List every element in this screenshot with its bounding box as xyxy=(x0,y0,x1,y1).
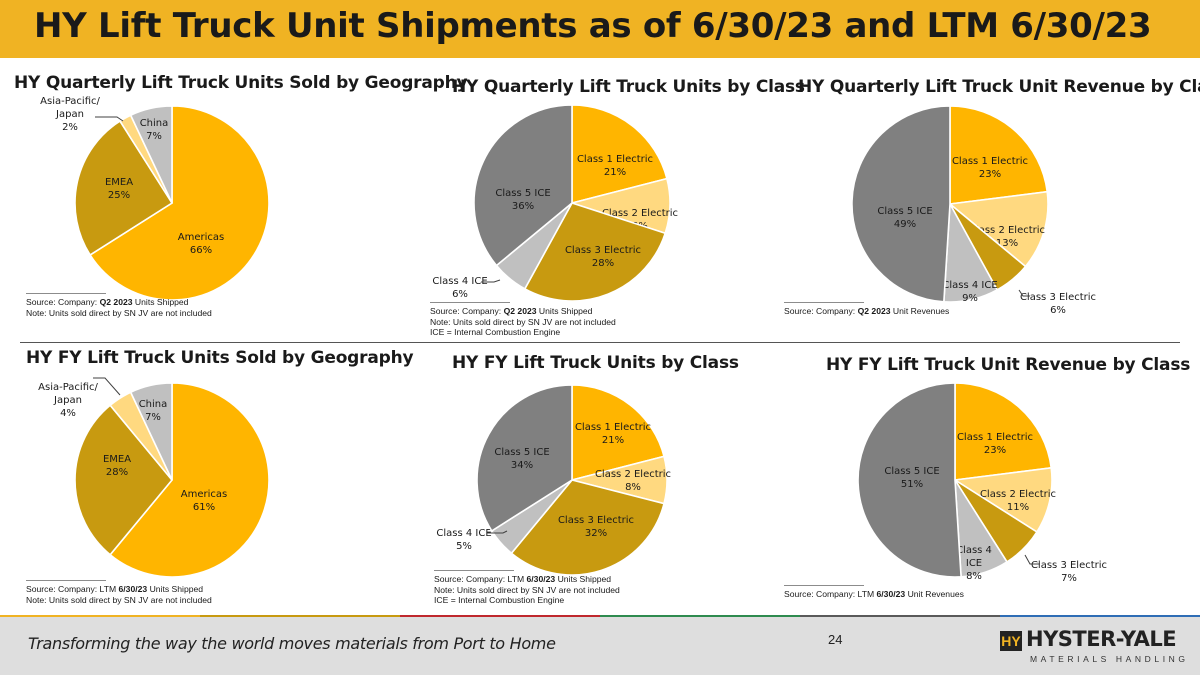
pie-slice-label: Class 1 Electric 23% xyxy=(957,432,1033,456)
pie-leader-line xyxy=(481,279,501,283)
source-note-line: Source: Company: Q2 2023 Units Shipped xyxy=(26,297,189,307)
note-rule xyxy=(430,302,510,303)
pie-slice xyxy=(476,384,573,533)
pie-leader-line xyxy=(95,116,124,122)
note-rule xyxy=(434,570,514,571)
pie-slice-label: Class 3 Electric 32% xyxy=(558,515,634,539)
note-rule xyxy=(26,293,106,294)
source-note-line: Note: Units sold direct by SN JV are not… xyxy=(434,584,620,595)
footer-tagline: Transforming the way the world moves mat… xyxy=(28,634,556,653)
pie-slice-label: EMEA 28% xyxy=(103,454,131,478)
pie-slice xyxy=(510,479,665,576)
pie-slice-label: Class 4 ICE 6% xyxy=(432,276,487,300)
pie-slice xyxy=(952,466,1053,534)
panel-title-q-class: HY Quarterly Lift Truck Units by Class xyxy=(452,77,805,97)
pie-slice-label: Class 1 Electric 21% xyxy=(577,154,653,178)
pie-slice xyxy=(571,384,665,482)
source-note-q-revenue: Source: Company: Q2 2023 Unit Revenues xyxy=(784,302,949,317)
note-rule xyxy=(26,580,106,581)
pie-slice-label: Class 2 Electric 11% xyxy=(980,489,1056,513)
pie-slice-label: Class 1 Electric 23% xyxy=(952,156,1028,180)
source-note-line: Source: Company: Q2 2023 Units Shipped xyxy=(430,306,593,316)
pie-slice-label: Class 3 Electric 6% xyxy=(1020,292,1096,316)
pie-slice xyxy=(88,105,270,301)
source-note-line: Source: Company: LTM 6/30/23 Unit Revenu… xyxy=(784,589,964,599)
source-note-line: Note: Units sold direct by SN JV are not… xyxy=(26,594,212,605)
source-note-fy-class: Source: Company: LTM 6/30/23 Units Shipp… xyxy=(434,570,620,606)
pie-slice xyxy=(857,382,962,578)
pie-slice-label: Class 5 ICE 36% xyxy=(495,188,550,212)
pie-slice-label: Asia-Pacific/Japan 4% xyxy=(38,382,98,419)
pie-slice-label: China 7% xyxy=(140,118,169,142)
pie-slice-label: Class 3 Electric 28% xyxy=(565,245,641,269)
pie-slice xyxy=(851,105,951,303)
pie-slice xyxy=(129,105,173,204)
company-logo-subtitle: MATERIALS HANDLING xyxy=(1030,654,1189,664)
pie-slice xyxy=(571,104,668,205)
pie-leader-line xyxy=(487,530,508,534)
page-number: 24 xyxy=(828,632,843,647)
note-rule xyxy=(784,585,864,586)
pie-slice xyxy=(949,105,1049,205)
company-logo-name: HYSTER-YALE xyxy=(1026,627,1177,651)
source-note-line: ICE = Internal Combustion Engine xyxy=(434,595,565,605)
pie-slice xyxy=(523,202,667,302)
pie-slice-label: Class 4 ICE 5% xyxy=(436,528,491,552)
pie-slice xyxy=(74,404,174,556)
pie-leader-line xyxy=(1024,554,1040,565)
title-bar: HY Lift Truck Unit Shipments as of 6/30/… xyxy=(0,0,1200,58)
section-divider xyxy=(20,342,1180,343)
source-note-fy-geo: Source: Company: LTM 6/30/23 Units Shipp… xyxy=(26,580,212,605)
pie-slice-label: Asia-Pacific/Japan 2% xyxy=(40,96,100,133)
source-note-line: Source: Company: LTM 6/30/23 Units Shipp… xyxy=(26,584,204,594)
pie-slice-label: Class 5 ICE 51% xyxy=(884,466,939,490)
panel-title-fy-revenue: HY FY Lift Truck Unit Revenue by Class xyxy=(826,355,1191,375)
pie-slice-label: EMEA 25% xyxy=(105,177,133,201)
pie-slice-label: China 7% xyxy=(139,399,168,423)
panel-title-fy-geo: HY FY Lift Truck Units Sold by Geography xyxy=(26,348,414,368)
source-note-q-geo: Source: Company: Q2 2023 Units Shipped No… xyxy=(26,293,212,318)
panel-title-fy-class: HY FY Lift Truck Units by Class xyxy=(452,353,739,373)
pie-slice xyxy=(129,382,173,481)
page-title: HY Lift Truck Unit Shipments as of 6/30/… xyxy=(34,6,1152,46)
pie-slice xyxy=(473,104,573,267)
pie-slice xyxy=(954,382,1053,481)
pie-slice xyxy=(948,190,1049,268)
pie-slice-label: Class 3 Electric 7% xyxy=(1031,560,1107,584)
source-note-q-class: Source: Company: Q2 2023 Units Shipped No… xyxy=(430,302,616,338)
source-note-line: Note: Units sold direct by SN JV are not… xyxy=(430,316,616,327)
company-logo-icon: HY xyxy=(1000,631,1022,651)
pie-leader-line xyxy=(93,377,121,396)
pie-slice-label: Americas 66% xyxy=(178,232,224,256)
pie-slice xyxy=(109,382,270,578)
pie-charts-canvas: Americas 66% EMEA 25% Asia-Pacific/Japan 2% Ch… xyxy=(38,96,1107,584)
pie-slice-label: Class 4 ICE 8% xyxy=(956,545,992,582)
source-note-line: ICE = Internal Combustion Engine xyxy=(430,327,561,337)
pie-slice-label: Americas 61% xyxy=(181,489,227,513)
source-note-line: Source: Company: Q2 2023 Unit Revenues xyxy=(784,306,950,316)
source-note-line: Source: Company: LTM 6/30/23 Units Shipp… xyxy=(434,574,612,584)
source-note-fy-revenue: Source: Company: LTM 6/30/23 Unit Revenu… xyxy=(784,585,964,600)
pie-slice-label: Class 2 Electric 13% xyxy=(969,225,1045,249)
panel-title-q-geo: HY Quarterly Lift Truck Units Sold by Ge… xyxy=(14,73,468,93)
pie-slice xyxy=(74,119,174,257)
panel-title-q-revenue: HY Quarterly Lift Truck Unit Revenue by … xyxy=(798,77,1200,97)
pie-slice-label: Class 2 Electric 8% xyxy=(595,469,671,493)
pie-slice-label: Class 5 ICE 49% xyxy=(877,206,932,230)
pie-leader-line xyxy=(1018,289,1030,297)
note-rule xyxy=(784,302,864,303)
source-note-line: Note: Units sold direct by SN JV are not… xyxy=(26,307,212,318)
pie-slice-label: Class 1 Electric 21% xyxy=(575,422,651,446)
pie-slice-label: Class 5 ICE 34% xyxy=(494,447,549,471)
pie-slice-label: Class 4 ICE 9% xyxy=(942,280,997,304)
